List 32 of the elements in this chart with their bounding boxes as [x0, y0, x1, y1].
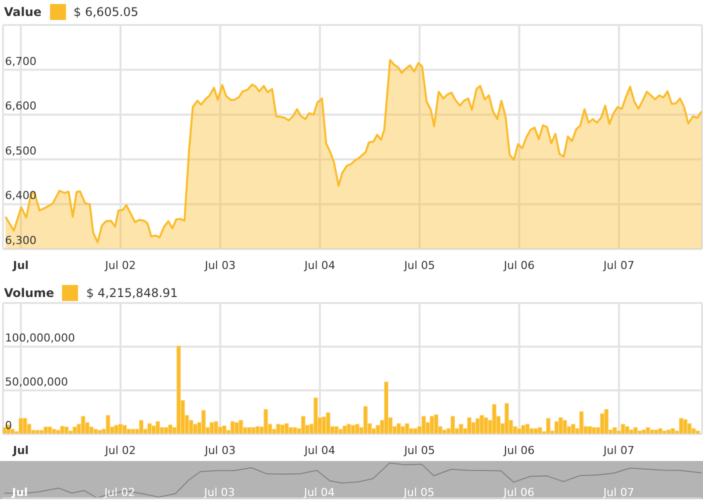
x-tick-label: Jul: [11, 486, 28, 499]
x-tick-label: Jul 05: [402, 486, 435, 499]
y-tick-label: 6,300: [5, 234, 36, 247]
y-tick-label: 0: [5, 419, 12, 432]
x-tick-label: Jul: [12, 259, 29, 272]
x-tick-label: Jul 04: [304, 444, 336, 457]
text: $ 4,215,848.91: [86, 286, 178, 300]
x-tick-label: Jul 02: [103, 486, 136, 499]
x-tick-label: Jul 03: [203, 486, 235, 499]
x-tick-label: Jul: [12, 444, 29, 457]
x-tick-label: Jul 06: [502, 486, 534, 499]
text: $ 6,605.05: [74, 5, 138, 19]
y-tick-label: 6,600: [5, 100, 36, 113]
x-tick-label: Jul 04: [304, 259, 336, 272]
x-tick-label: Jul 05: [403, 444, 435, 457]
y-tick-label: 50,000,000: [5, 375, 68, 388]
x-tick-label: Jul 07: [602, 486, 634, 499]
x-tick-label: Jul 07: [602, 444, 634, 457]
y-tick-label: 6,500: [5, 144, 36, 158]
x-tick-label: Jul 03: [204, 444, 236, 457]
y-tick-label: 100,000,000: [5, 332, 75, 345]
x-tick-label: Jul 03: [204, 259, 236, 272]
x-tick-label: Jul 02: [104, 444, 136, 457]
legend-label: Volume: [4, 286, 54, 300]
y-tick-label: 6,700: [5, 54, 36, 68]
x-tick-label: Jul 06: [502, 259, 535, 272]
legend-label: Value: [4, 5, 42, 19]
x-tick-label: Jul 07: [602, 259, 634, 272]
x-tick-label: Jul 04: [302, 486, 335, 499]
x-tick-label: Jul 02: [104, 259, 136, 272]
x-tick-label: Jul 06: [502, 444, 535, 457]
x-tick-label: Jul 05: [403, 259, 435, 272]
